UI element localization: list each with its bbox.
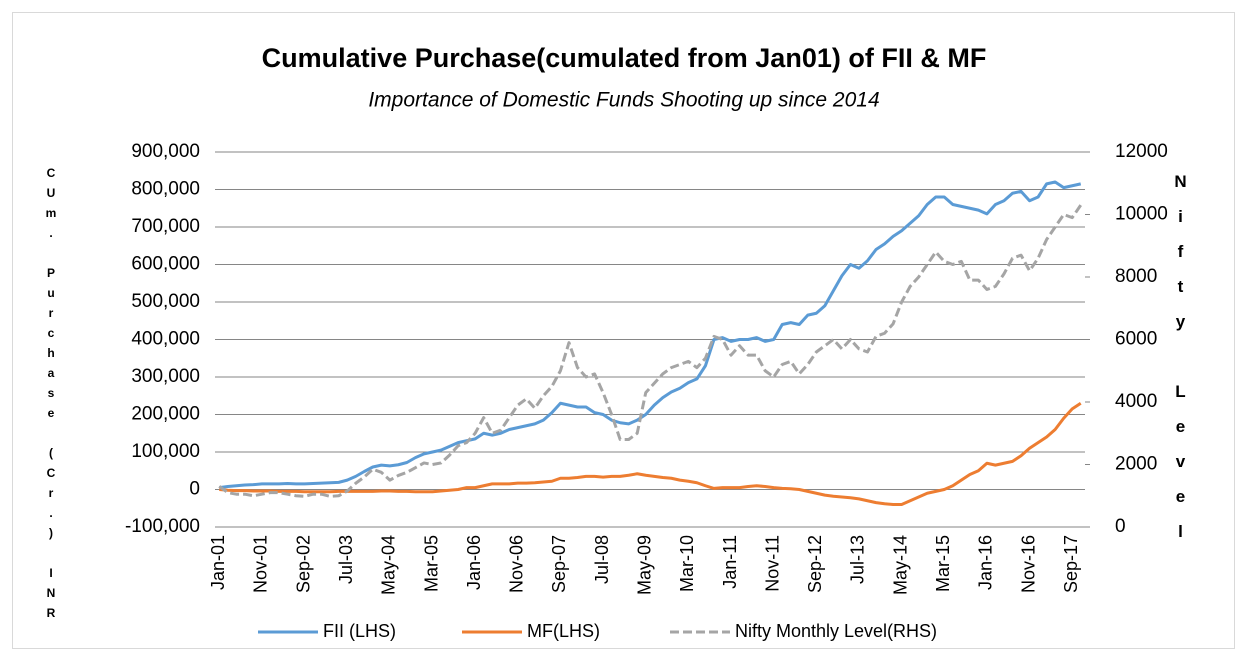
x-tick-label: Jul-03 <box>336 535 356 584</box>
x-tick-label: Jul-08 <box>592 535 612 584</box>
x-tick-label: Sep-07 <box>549 535 569 593</box>
x-tick-label: Mar-10 <box>677 535 697 592</box>
y-tick-label: 0 <box>189 479 200 500</box>
series-line <box>219 180 1082 490</box>
x-tick-label: May-14 <box>890 535 910 595</box>
legend-label: Nifty Monthly Level(RHS) <box>735 621 937 641</box>
x-tick-label: Nov-16 <box>1018 535 1038 593</box>
y-tick-label: 800,000 <box>131 179 200 200</box>
chart-subtitle: Importance of Domestic Funds Shooting up… <box>368 89 879 112</box>
x-tick-label: Sep-02 <box>293 535 313 593</box>
y2-tick-label: 6000 <box>1115 329 1157 350</box>
y2-tick-label: 12000 <box>1115 141 1168 162</box>
y-tick-label: -100,000 <box>125 516 200 537</box>
y-tick-label: 900,000 <box>131 141 200 162</box>
x-tick-label: Mar-15 <box>933 535 953 592</box>
x-tick-label: Jul-13 <box>848 535 868 584</box>
y-tick-label: 600,000 <box>131 254 200 275</box>
y-tick-label: 100,000 <box>131 441 200 462</box>
x-tick-label: Jan-01 <box>208 535 228 590</box>
chart-border <box>12 12 1235 649</box>
x-tick-label: Sep-12 <box>805 535 825 593</box>
y2-tick-label: 8000 <box>1115 266 1157 287</box>
x-tick-label: Jan-11 <box>720 535 740 589</box>
x-tick-label: May-09 <box>634 535 654 595</box>
y2-tick-label: 10000 <box>1115 204 1168 225</box>
y2-axis-label: Nifty Level <box>1171 172 1190 557</box>
y-tick-label: 200,000 <box>131 404 200 425</box>
x-tick-label: Jan-06 <box>464 535 484 590</box>
legend-label: MF(LHS) <box>527 621 600 641</box>
x-tick-label: Mar-05 <box>421 535 441 592</box>
y-tick-label: 700,000 <box>131 216 200 237</box>
series-line <box>219 401 1082 506</box>
y2-tick-label: 2000 <box>1115 454 1157 475</box>
legend-label: FII (LHS) <box>323 621 396 641</box>
y-tick-label: 300,000 <box>131 366 200 387</box>
y-tick-label: 400,000 <box>131 329 200 350</box>
series-line <box>218 204 1082 498</box>
x-tick-label: Nov-06 <box>507 535 527 593</box>
y-tick-label: 500,000 <box>131 291 200 312</box>
y-axis-label: CUm. Purchase (Cr.) INR <box>44 166 58 626</box>
chart-title: Cumulative Purchase(cumulated from Jan01… <box>262 43 987 73</box>
y2-tick-label: 4000 <box>1115 391 1157 412</box>
y2-tick-label: 0 <box>1115 516 1126 537</box>
x-tick-label: Jan-16 <box>976 535 996 590</box>
x-tick-label: Nov-01 <box>251 535 271 593</box>
x-tick-label: May-04 <box>379 535 399 595</box>
x-tick-label: Nov-11 <box>762 535 782 592</box>
x-tick-label: Sep-17 <box>1061 535 1081 593</box>
